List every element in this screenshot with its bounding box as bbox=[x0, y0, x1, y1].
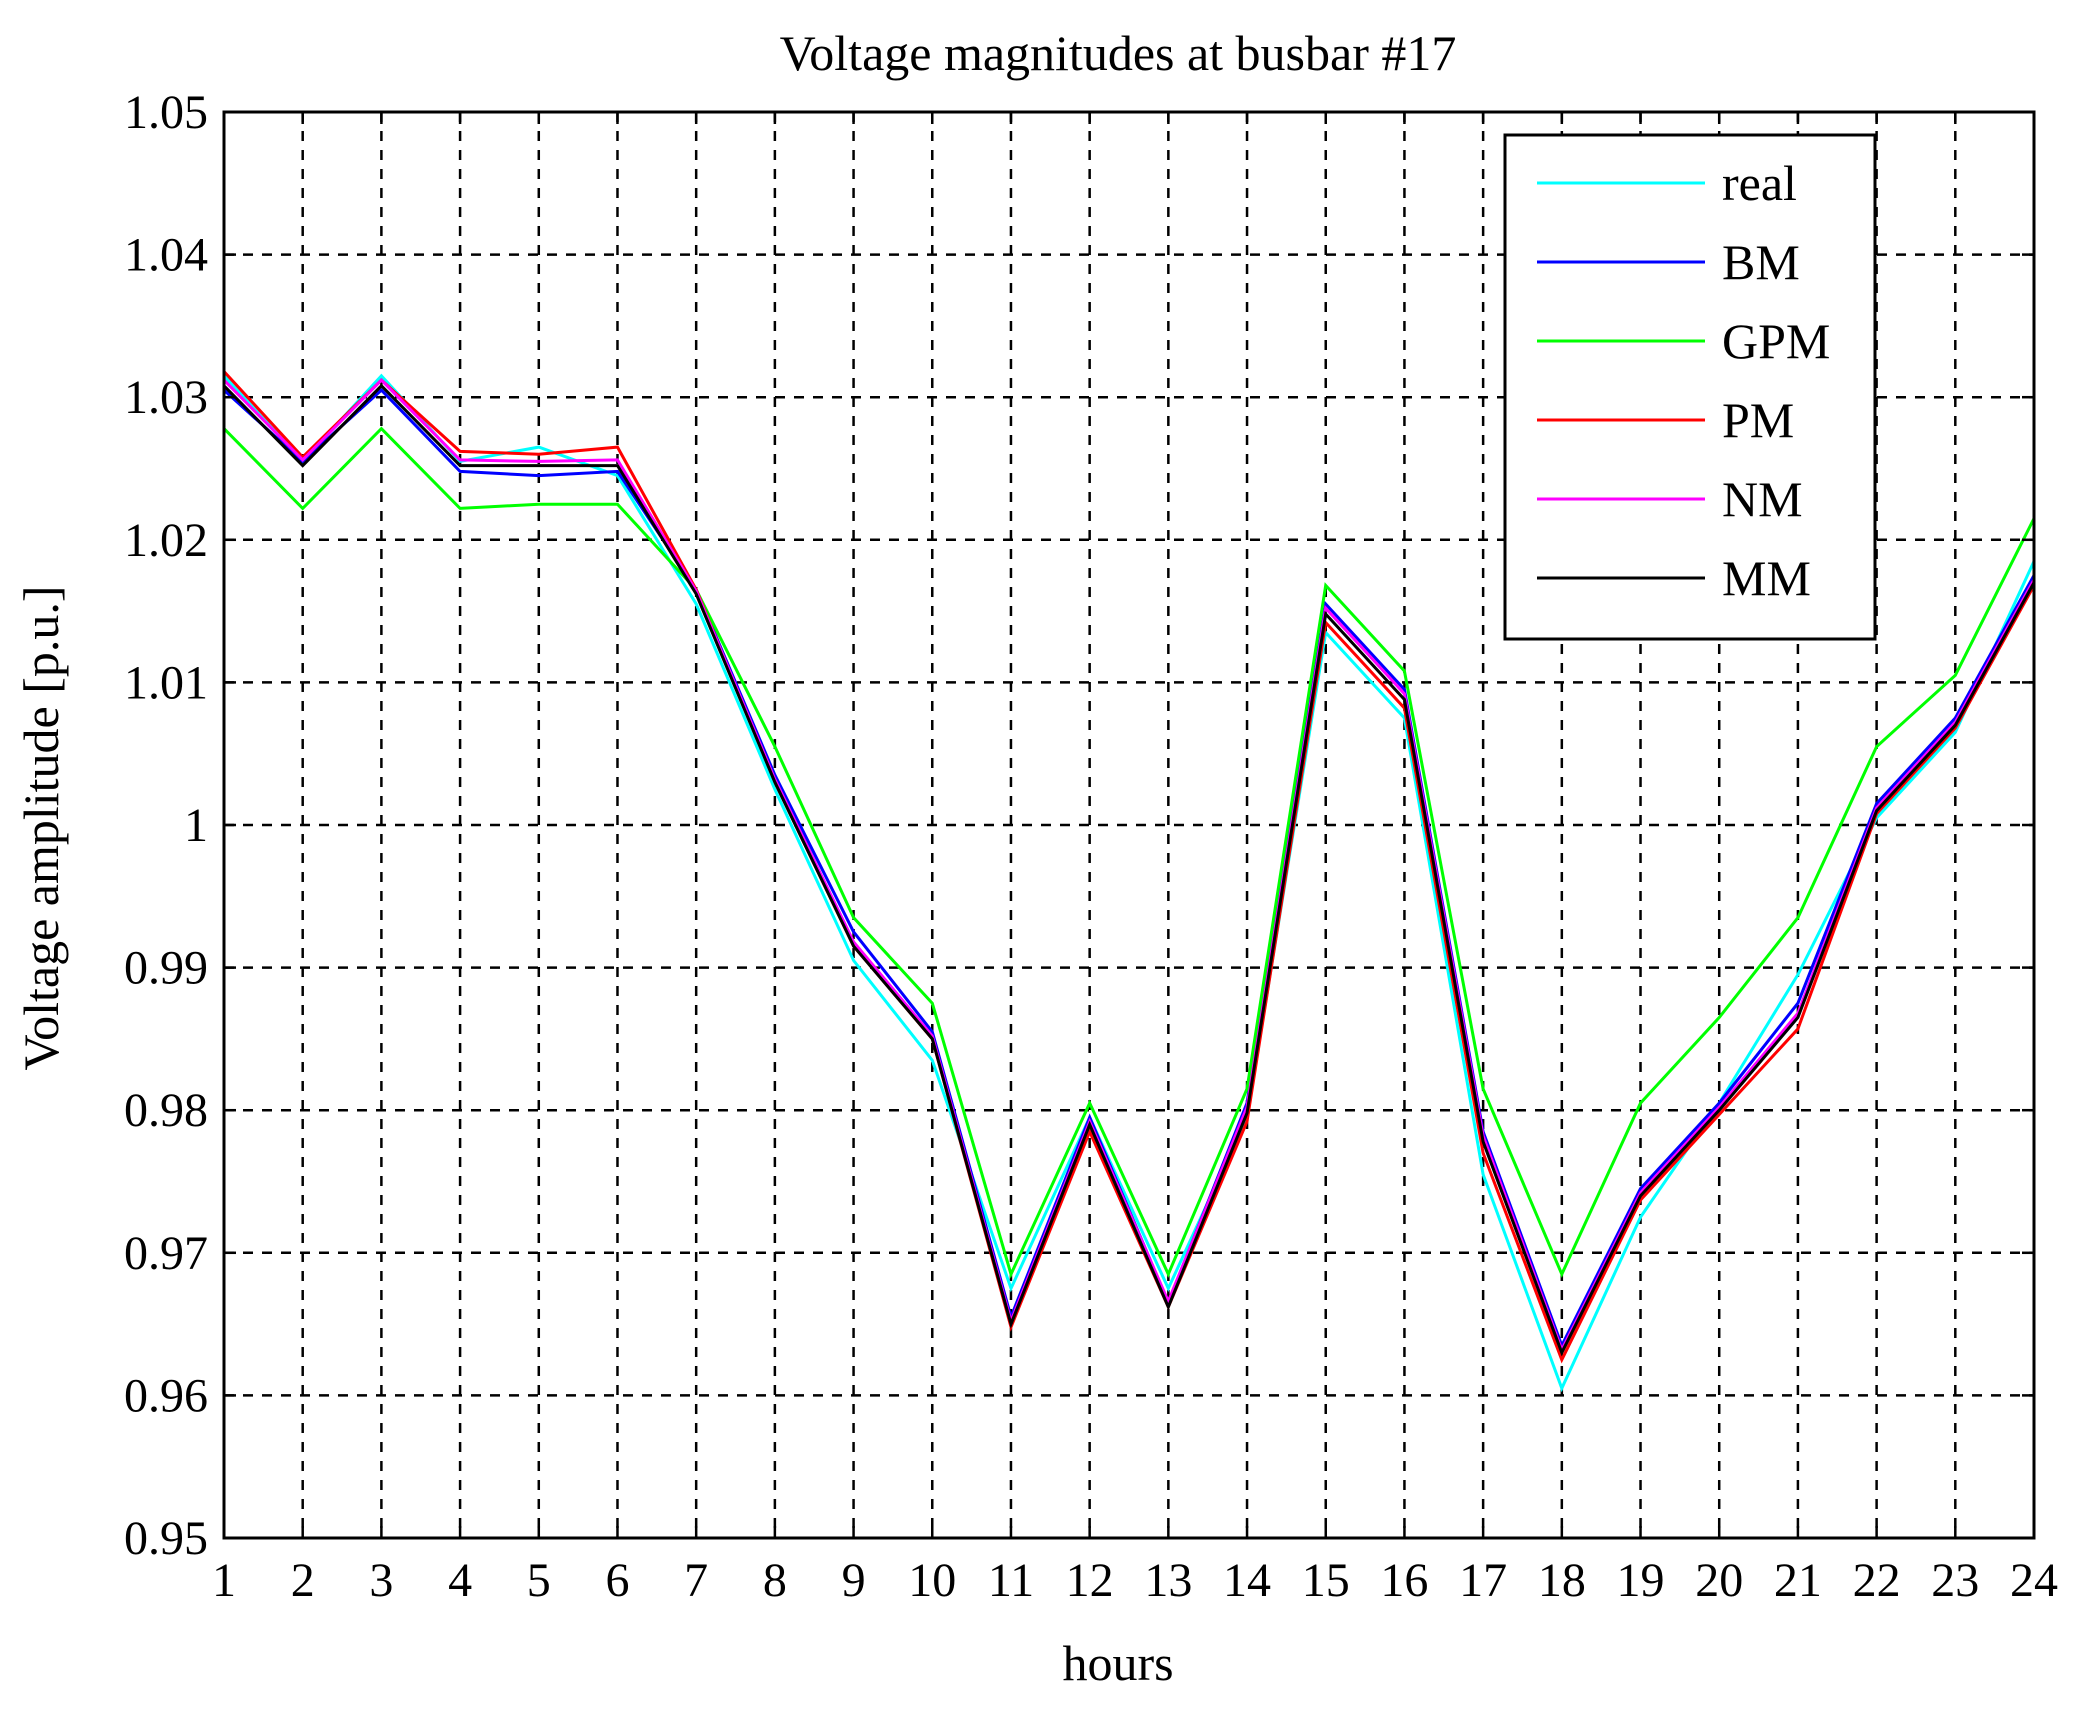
x-tick-label: 23 bbox=[1931, 1554, 1979, 1607]
x-tick-label: 13 bbox=[1144, 1554, 1192, 1607]
y-tick-label: 1.02 bbox=[124, 514, 208, 567]
legend: real BM GPM PM NM MM bbox=[1503, 133, 1877, 641]
series-lines bbox=[222, 370, 2036, 1393]
x-tick-label: 17 bbox=[1459, 1554, 1507, 1607]
x-tick-label: 4 bbox=[448, 1554, 472, 1607]
x-tick-label: 8 bbox=[763, 1554, 787, 1607]
legend-label-bm: BM bbox=[1722, 234, 1800, 290]
x-tick-label: 20 bbox=[1695, 1554, 1743, 1607]
y-tick-label: 1.04 bbox=[124, 229, 208, 282]
y-tick-label: 0.96 bbox=[124, 1369, 208, 1422]
series-line-real bbox=[222, 373, 2036, 1393]
chart-title: Voltage magnitudes at busbar #17 bbox=[780, 25, 1457, 81]
x-tick-label: 22 bbox=[1853, 1554, 1901, 1607]
x-tick-label: 19 bbox=[1617, 1554, 1665, 1607]
x-tick-label: 9 bbox=[842, 1554, 866, 1607]
x-tick-label: 21 bbox=[1774, 1554, 1822, 1607]
legend-label-pm: PM bbox=[1722, 392, 1794, 448]
series-line-nm bbox=[222, 377, 2036, 1354]
y-tick-label: 1.03 bbox=[124, 371, 208, 424]
y-axis-label: Voltage amplitude [p.u.] bbox=[13, 585, 69, 1070]
legend-label-mm: MM bbox=[1722, 550, 1811, 606]
legend-label-nm: NM bbox=[1722, 471, 1803, 527]
axis-ticks: 1 2 3 4 5 6 7 8 9 10 11 12 13 14 15 16 17 18 19 20 21 22 23 240… bbox=[124, 86, 2058, 1607]
x-tick-label: 1 bbox=[212, 1554, 236, 1607]
x-tick-label: 24 bbox=[2010, 1554, 2058, 1607]
x-tick-label: 16 bbox=[1380, 1554, 1428, 1607]
x-tick-label: 11 bbox=[988, 1554, 1034, 1607]
y-tick-label: 1.05 bbox=[124, 86, 208, 139]
x-axis-label: hours bbox=[1062, 1635, 1173, 1691]
x-tick-label: 10 bbox=[908, 1554, 956, 1607]
y-tick-label: 0.99 bbox=[124, 942, 208, 995]
legend-label-real: real bbox=[1722, 155, 1797, 211]
x-tick-label: 14 bbox=[1223, 1554, 1271, 1607]
series-line-mm bbox=[222, 383, 2036, 1357]
x-tick-label: 15 bbox=[1302, 1554, 1350, 1607]
series-line-gpm bbox=[222, 426, 2036, 1279]
x-tick-label: 12 bbox=[1066, 1554, 1114, 1607]
x-tick-label: 3 bbox=[369, 1554, 393, 1607]
x-tick-label: 18 bbox=[1538, 1554, 1586, 1607]
y-tick-label: 1 bbox=[184, 799, 208, 852]
y-tick-label: 0.95 bbox=[124, 1512, 208, 1565]
legend-box bbox=[1503, 133, 1877, 641]
x-tick-label: 7 bbox=[684, 1554, 708, 1607]
legend-label-gpm: GPM bbox=[1722, 313, 1830, 369]
x-tick-label: 2 bbox=[291, 1554, 315, 1607]
x-tick-label: 5 bbox=[527, 1554, 551, 1607]
y-tick-label: 0.97 bbox=[124, 1227, 208, 1280]
y-tick-label: 1.01 bbox=[124, 656, 208, 709]
x-tick-label: 6 bbox=[605, 1554, 629, 1607]
y-tick-label: 0.98 bbox=[124, 1084, 208, 1137]
